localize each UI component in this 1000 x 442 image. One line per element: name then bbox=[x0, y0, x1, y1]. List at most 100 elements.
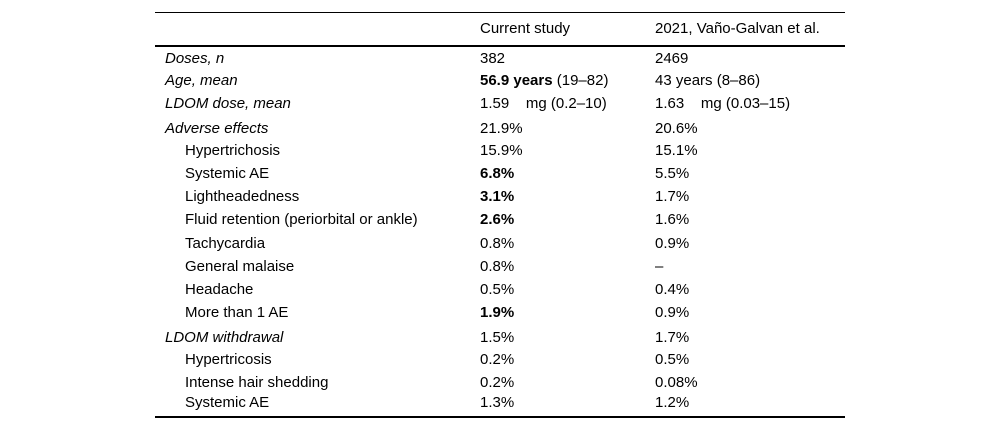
cell-vano-galvan: 1.2% bbox=[655, 394, 845, 417]
value-text: 43 years (8–86) bbox=[655, 72, 761, 90]
value-text: – bbox=[655, 257, 664, 275]
value-text: 1.5% bbox=[480, 328, 515, 346]
row-label: Age, mean bbox=[165, 72, 238, 90]
cell-vano-galvan: 0.5% bbox=[655, 347, 845, 370]
row-label: Tachycardia bbox=[185, 234, 266, 252]
value-text: (19–82) bbox=[552, 72, 609, 90]
cell-vano-galvan: 43 years (8–86) bbox=[655, 69, 845, 92]
cell-current-study: 0.8% bbox=[480, 255, 655, 278]
value-text: 21.9% bbox=[480, 120, 523, 138]
table-row: Systemic AE 6.8% 5.5% bbox=[155, 162, 845, 185]
value-text: 5.5% bbox=[655, 165, 690, 183]
value-text: 15.9% bbox=[480, 141, 523, 159]
cell-current-study: 6.8% bbox=[480, 162, 655, 185]
table-row: Age, mean 56.9 years (19–82) 43 years (8… bbox=[155, 69, 845, 92]
value-text: 0.8% bbox=[480, 234, 515, 252]
row-label: More than 1 AE bbox=[185, 304, 289, 322]
cell-vano-galvan: 20.6% bbox=[655, 116, 845, 139]
table-row: Adverse effects 21.9% 20.6% bbox=[155, 116, 845, 139]
value-text: 1.6% bbox=[655, 211, 690, 229]
header-row: Current study 2021, Vaño-Galvan et al. bbox=[155, 13, 845, 46]
value-text: 0.9% bbox=[655, 234, 690, 252]
table-row: LDOM withdrawal 1.5% 1.7% bbox=[155, 324, 845, 347]
row-label: Lightheadedness bbox=[185, 188, 300, 206]
value-text: 1.63 mg (0.03–15) bbox=[655, 95, 791, 113]
value-text: 1.3% bbox=[480, 393, 515, 411]
cell-current-study: 15.9% bbox=[480, 139, 655, 162]
table-row: Tachycardia 0.8% 0.9% bbox=[155, 232, 845, 255]
value-text: 0.08% bbox=[655, 373, 698, 391]
cell-current-study: 2.6% bbox=[480, 208, 655, 231]
table-body: Doses, n 382 2469 Age, mean 56.9 years (… bbox=[155, 46, 845, 417]
value-text: 15.1% bbox=[655, 141, 698, 159]
value-bold: 1.9% bbox=[480, 304, 515, 322]
cell-vano-galvan: 5.5% bbox=[655, 162, 845, 185]
row-label: Hypertricosis bbox=[185, 350, 272, 368]
row-label: Systemic AE bbox=[185, 393, 270, 411]
value-bold: 6.8% bbox=[480, 165, 515, 183]
cell-current-study: 1.5% bbox=[480, 324, 655, 347]
cell-vano-galvan: – bbox=[655, 255, 845, 278]
value-text: 0.4% bbox=[655, 280, 690, 298]
row-label: Hypertrichosis bbox=[185, 141, 281, 159]
value-bold: 56.9 years bbox=[480, 72, 553, 90]
row-label: Fluid retention (periorbital or ankle) bbox=[185, 211, 418, 229]
row-label: LDOM dose, mean bbox=[165, 95, 291, 113]
value-text: 1.7% bbox=[655, 328, 690, 346]
row-label: General malaise bbox=[185, 257, 295, 275]
value-bold: 3.1% bbox=[480, 188, 515, 206]
table-row: Lightheadedness 3.1% 1.7% bbox=[155, 185, 845, 208]
row-label: Adverse effects bbox=[165, 120, 269, 138]
cell-current-study: 0.2% bbox=[480, 347, 655, 370]
cell-vano-galvan: 0.4% bbox=[655, 278, 845, 301]
value-text: 2469 bbox=[655, 49, 689, 67]
cell-current-study: 382 bbox=[480, 46, 655, 69]
table-row: Headache 0.5% 0.4% bbox=[155, 278, 845, 301]
value-text: 0.9% bbox=[655, 304, 690, 322]
value-text: 0.5% bbox=[655, 350, 690, 368]
row-label: Doses, n bbox=[165, 49, 225, 67]
value-text: 0.5% bbox=[480, 280, 515, 298]
cell-current-study: 0.8% bbox=[480, 232, 655, 255]
cell-current-study: 1.3% bbox=[480, 394, 655, 417]
value-text: 1.7% bbox=[655, 188, 690, 206]
cell-vano-galvan: 15.1% bbox=[655, 139, 845, 162]
value-text: 382 bbox=[480, 49, 506, 67]
cell-vano-galvan: 0.08% bbox=[655, 371, 845, 394]
cell-vano-galvan: 1.7% bbox=[655, 324, 845, 347]
row-label: Systemic AE bbox=[185, 165, 270, 183]
table-row: General malaise 0.8% – bbox=[155, 255, 845, 278]
header-current-study: Current study bbox=[480, 20, 571, 37]
value-text: 0.2% bbox=[480, 373, 515, 391]
value-text: 1.2% bbox=[655, 393, 690, 411]
cell-vano-galvan: 0.9% bbox=[655, 301, 845, 324]
cell-vano-galvan: 2469 bbox=[655, 46, 845, 69]
row-label: Headache bbox=[185, 280, 254, 298]
cell-current-study: 56.9 years (19–82) bbox=[480, 69, 655, 92]
cell-current-study: 1.9% bbox=[480, 301, 655, 324]
cell-vano-galvan: 1.63 mg (0.03–15) bbox=[655, 92, 845, 115]
value-bold: 2.6% bbox=[480, 211, 515, 229]
table-row: Hypertricosis 0.2% 0.5% bbox=[155, 347, 845, 370]
table-row: More than 1 AE 1.9% 0.9% bbox=[155, 301, 845, 324]
value-text: 0.8% bbox=[480, 257, 515, 275]
row-label: Intense hair shedding bbox=[185, 373, 329, 391]
cell-current-study: 3.1% bbox=[480, 185, 655, 208]
header-vano-galvan: 2021, Vaño-Galvan et al. bbox=[655, 20, 820, 37]
comparison-table: Current study 2021, Vaño-Galvan et al. D… bbox=[155, 12, 845, 418]
cell-vano-galvan: 0.9% bbox=[655, 232, 845, 255]
cell-vano-galvan: 1.7% bbox=[655, 185, 845, 208]
cell-current-study: 21.9% bbox=[480, 116, 655, 139]
table-row: Hypertrichosis 15.9% 15.1% bbox=[155, 139, 845, 162]
cell-current-study: 1.59 mg (0.2–10) bbox=[480, 92, 655, 115]
table-row: Doses, n 382 2469 bbox=[155, 46, 845, 69]
row-label: LDOM withdrawal bbox=[165, 328, 284, 346]
value-text: 0.2% bbox=[480, 350, 515, 368]
table-row: LDOM dose, mean 1.59 mg (0.2–10) 1.63 mg… bbox=[155, 92, 845, 115]
value-text: 20.6% bbox=[655, 120, 698, 138]
table-row: Intense hair shedding 0.2% 0.08% bbox=[155, 371, 845, 394]
value-text: 1.59 mg (0.2–10) bbox=[480, 95, 607, 113]
table-row: Fluid retention (periorbital or ankle) 2… bbox=[155, 208, 845, 231]
cell-current-study: 0.5% bbox=[480, 278, 655, 301]
